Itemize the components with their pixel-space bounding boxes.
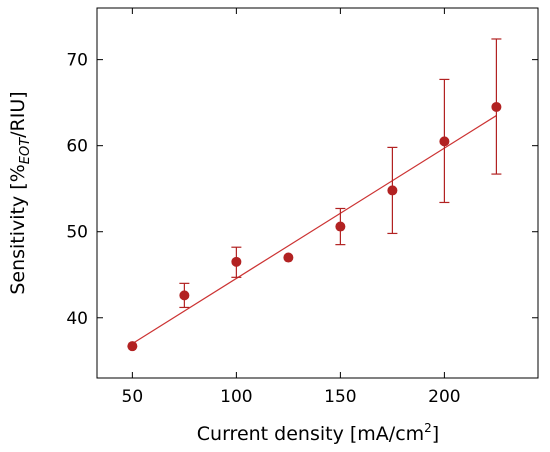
data-point xyxy=(283,252,294,263)
data-point xyxy=(179,290,190,301)
x-axis-label: Current density [mA/cm2] xyxy=(197,421,439,445)
x-tick-label: 200 xyxy=(428,387,460,407)
x-tick-label: 50 xyxy=(122,387,144,407)
y-tick-label: 60 xyxy=(66,137,88,157)
y-tick-label: 50 xyxy=(66,223,88,243)
plot-frame xyxy=(96,7,539,379)
data-point xyxy=(231,256,242,267)
x-tick-label: 150 xyxy=(324,387,356,407)
fit-line xyxy=(132,115,497,345)
data-point xyxy=(335,221,346,232)
data-point xyxy=(439,136,450,147)
x-tick-label: 100 xyxy=(220,387,252,407)
data-point xyxy=(127,341,138,352)
y-tick-label: 70 xyxy=(66,51,88,71)
axis-ticks: 50 100 150 200 40 50 60 70 xyxy=(66,8,538,407)
y-tick-label: 40 xyxy=(66,309,88,329)
data-point xyxy=(387,185,398,196)
data-marks xyxy=(127,38,502,352)
data-point xyxy=(491,101,502,112)
fit-line-group xyxy=(132,115,497,345)
y-axis-label: Sensitivity [%EOT/RIU] xyxy=(7,91,33,294)
